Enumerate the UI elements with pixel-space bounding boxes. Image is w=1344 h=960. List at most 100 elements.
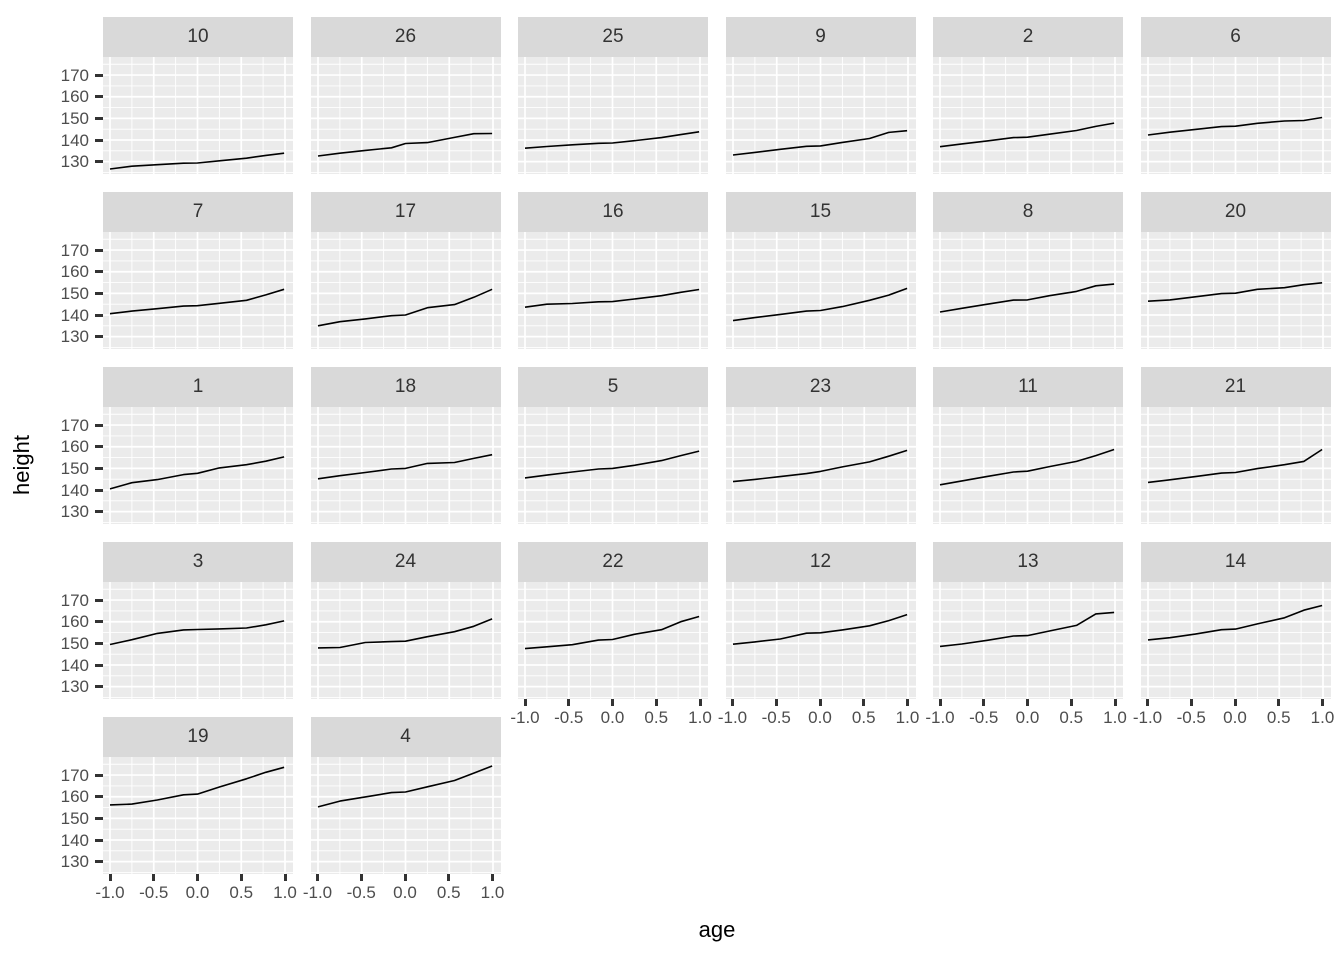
x-tick-mark [1026,699,1029,706]
facet-strip-11: 11 [933,367,1123,407]
x-tick-label: 0.5 [1266,708,1291,727]
y-tick-mark [95,116,103,120]
y-tick-label: 130 [60,152,89,172]
x-tick-mark [316,874,319,881]
x-tick-label: -1.0 [925,708,955,727]
y-tick-mark [95,816,103,820]
y-tick-label: 140 [60,130,89,150]
facet-strip-23: 23 [725,367,916,407]
x-tick-label: -1.0 [510,708,540,727]
facet-strip-5: 5 [518,367,708,407]
y-tick-label: 170 [60,590,89,610]
x-tick-label: -0.5 [1176,708,1206,727]
facet-strip-6: 6 [1140,17,1331,57]
x-tick-label: 1.0 [688,708,712,727]
y-tick-label: 150 [60,633,89,653]
y-tick-label: 170 [60,240,89,260]
facet-strip-14: 14 [1140,542,1331,582]
y-tick-label: 170 [60,415,89,435]
facet-strip-4: 4 [310,717,501,757]
y-tick-mark [95,423,103,427]
facet-panel-10 [103,57,293,174]
x-tick-label: 1.0 [1310,708,1335,727]
x-tick-mark [1069,699,1073,706]
facet-panel-23 [725,407,916,524]
y-tick-mark [95,795,103,799]
y-tick-mark [95,685,103,689]
y-tick-label: 140 [60,480,89,500]
x-tick-label: 0.5 [436,883,461,902]
facet-strip-9: 9 [725,17,916,57]
y-tick-mark [95,313,103,317]
x-tick-mark [523,699,527,706]
y-tick-mark [95,510,103,514]
x-tick-label: 0.5 [1059,708,1084,727]
facet-strip-22: 22 [518,542,708,582]
x-tick-mark [1113,699,1117,706]
y-tick-label: 130 [60,677,89,697]
y-tick-mark [95,248,103,252]
facet-strip-1: 1 [103,367,293,407]
x-tick-mark [862,699,866,706]
x-tick-label: -1.0 [1132,708,1163,727]
facet-panel-25 [518,57,708,174]
y-tick-mark [95,488,103,492]
facet-panel-12 [725,582,916,699]
facet-strip-13: 13 [933,542,1123,582]
y-tick-label: 150 [60,283,89,303]
x-axis-title: age [698,917,736,942]
y-tick-label: 160 [60,612,89,632]
y-tick-mark [95,445,103,449]
y-tick-mark [95,838,103,842]
y-tick-mark [95,138,103,142]
facet-panel-20 [1140,232,1331,349]
facet-strip-24: 24 [310,542,501,582]
y-tick-label: 160 [60,262,89,282]
y-tick-label: 150 [60,108,89,128]
facet-panel-7 [103,232,293,349]
facet-strip-20: 20 [1140,192,1331,232]
y-tick-mark [95,773,103,777]
facet-strip-19: 19 [103,717,293,757]
facet-panel-16 [518,232,708,349]
y-tick-mark [95,335,103,339]
facet-panel-11 [933,407,1123,524]
x-tick-label: 0.0 [808,708,832,727]
x-tick-label: -0.5 [969,708,999,727]
x-tick-label: 0.0 [600,708,625,727]
facet-strip-7: 7 [103,192,293,232]
y-tick-label: 170 [60,765,89,785]
x-tick-mark [447,874,451,881]
x-tick-label: 0.0 [393,883,417,902]
x-tick-mark [567,699,571,706]
y-tick-label: 140 [60,655,89,675]
y-axis-title: height [9,435,34,495]
facet-panel-9 [725,57,916,174]
x-tick-mark [731,699,734,706]
y-tick-mark [95,95,103,99]
x-tick-mark [938,699,942,706]
x-tick-label: 0.5 [644,708,669,727]
y-tick-mark [95,160,103,164]
x-tick-mark [283,874,287,881]
x-tick-label: 0.0 [1223,708,1247,727]
x-tick-label: 0.5 [229,883,254,902]
y-tick-label: 150 [60,458,89,478]
x-tick-mark [1146,699,1149,706]
x-tick-mark [818,699,822,706]
y-tick-mark [95,663,103,667]
x-tick-label: -1.0 [95,883,125,902]
x-tick-mark [108,874,112,881]
y-tick-label: 140 [60,305,89,325]
y-tick-label: 160 [60,437,89,457]
x-tick-label: 0.0 [185,883,210,902]
y-tick-label: 130 [60,502,89,522]
facet-strip-18: 18 [310,367,501,407]
x-tick-mark [1189,699,1193,706]
facet-panel-4 [310,757,501,874]
facet-strip-25: 25 [518,17,708,57]
x-tick-label: 1.0 [273,883,297,902]
y-tick-label: 140 [60,830,89,850]
y-tick-mark [95,73,103,77]
